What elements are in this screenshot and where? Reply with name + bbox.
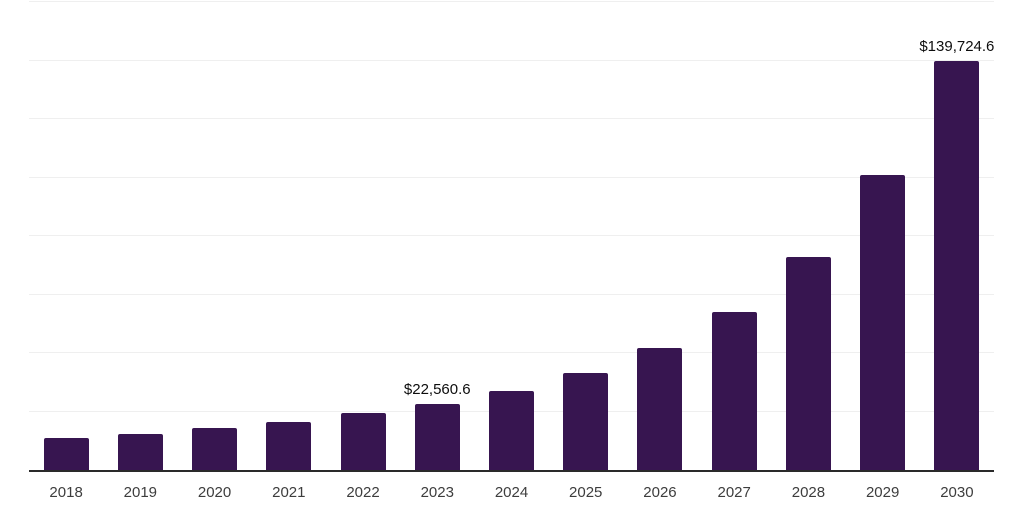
x-axis-line bbox=[29, 470, 994, 472]
x-axis-label-2023: 2023 bbox=[420, 484, 454, 501]
gridline bbox=[29, 59, 994, 61]
x-axis-label-2030: 2030 bbox=[940, 484, 974, 501]
gridline bbox=[29, 235, 994, 236]
x-axis-label-2021: 2021 bbox=[272, 484, 306, 501]
bar-2025 bbox=[563, 372, 609, 470]
plot-area: $22,560.6 $139,724.6 bbox=[29, 1, 994, 470]
bar-value-label-2030: $139,724.6 bbox=[919, 38, 995, 56]
x-axis-label-2028: 2028 bbox=[791, 484, 826, 501]
x-axis-label-2027: 2027 bbox=[717, 484, 751, 501]
bar-value-label-2023: $22,560.6 bbox=[403, 381, 471, 399]
x-axis-label-2029: 2029 bbox=[865, 484, 900, 501]
gridline bbox=[29, 176, 994, 178]
bar-2029 bbox=[860, 174, 906, 470]
x-axis-label-2020: 2020 bbox=[197, 484, 232, 501]
bar-2018 bbox=[43, 438, 89, 470]
bar-2019 bbox=[117, 434, 163, 470]
x-axis-label-2024: 2024 bbox=[494, 484, 529, 501]
x-axis-label-2019: 2019 bbox=[123, 484, 158, 501]
gridline bbox=[29, 1, 994, 2]
bar-2026 bbox=[637, 348, 683, 470]
gridline bbox=[29, 352, 994, 353]
gridline bbox=[29, 293, 994, 295]
x-axis-label-2022: 2022 bbox=[346, 484, 380, 501]
x-axis-label-2025: 2025 bbox=[569, 484, 603, 501]
gridline bbox=[29, 118, 994, 119]
bar-2023 bbox=[414, 404, 460, 470]
bar-2027 bbox=[711, 311, 757, 470]
bar-2024 bbox=[489, 390, 534, 470]
bar-2022 bbox=[340, 413, 386, 470]
bar-2021 bbox=[266, 421, 312, 470]
x-axis-label-2018: 2018 bbox=[49, 484, 83, 501]
bar-2030 bbox=[934, 61, 980, 470]
x-axis-label-2026: 2026 bbox=[643, 484, 677, 501]
bar-2028 bbox=[785, 256, 831, 470]
bar-2020 bbox=[192, 427, 238, 470]
